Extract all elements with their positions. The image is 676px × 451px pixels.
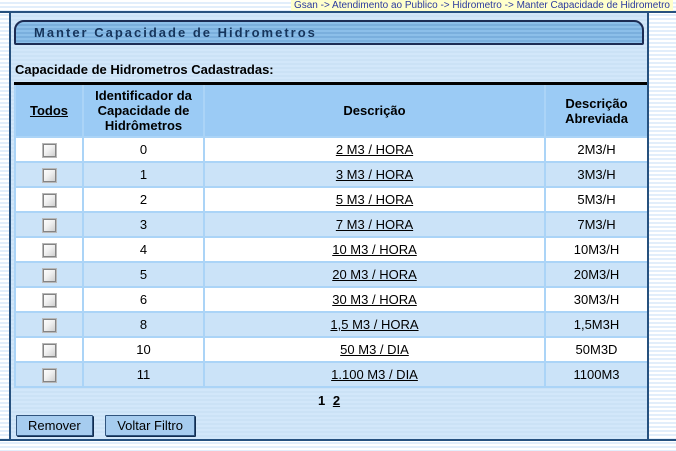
table-row: 0 2 M3 / HORA 2M3/H [14,136,647,163]
table-row: 10 50 M3 / DIA 50M3D [14,336,647,363]
row-checkbox[interactable] [41,218,57,234]
capacity-table: Todos Identificador da Capacidade de Hid… [14,82,647,388]
cell-abrev: 1100M3 [544,361,647,388]
cell-desc: 10 M3 / HORA [203,236,546,263]
pagination-page-2-link[interactable]: 2 [332,393,341,408]
row-checkbox[interactable] [41,343,57,359]
cell-id: 0 [82,136,205,163]
top-divider [0,11,676,13]
row-checkbox[interactable] [41,268,57,284]
cell-id: 10 [82,336,205,363]
cell-checkbox [14,236,84,263]
cell-id: 5 [82,261,205,288]
desc-link[interactable]: 50 M3 / DIA [340,342,409,357]
pagination: 1 2 [13,393,645,408]
desc-link[interactable]: 1.100 M3 / DIA [331,367,418,382]
cell-desc: 20 M3 / HORA [203,261,546,288]
cell-desc: 7 M3 / HORA [203,211,546,238]
cell-abrev: 10M3/H [544,236,647,263]
row-checkbox[interactable] [41,318,57,334]
header-description: Descrição [203,82,546,138]
cell-desc: 2 M3 / HORA [203,136,546,163]
desc-link[interactable]: 30 M3 / HORA [332,292,417,307]
table-row: 1 3 M3 / HORA 3M3/H [14,161,647,188]
row-checkbox[interactable] [41,368,57,384]
cell-checkbox [14,286,84,313]
cell-id: 4 [82,236,205,263]
row-checkbox[interactable] [41,168,57,184]
cell-id: 3 [82,211,205,238]
cell-abrev: 7M3/H [544,211,647,238]
row-checkbox[interactable] [41,293,57,309]
cell-id: 11 [82,361,205,388]
page-title: Manter Capacidade de Hidrometros [14,20,644,45]
row-checkbox[interactable] [41,143,57,159]
cell-abrev: 2M3/H [544,136,647,163]
table-row: 8 1,5 M3 / HORA 1,5M3H [14,311,647,338]
content-panel: Manter Capacidade de Hidrometros Capacid… [9,13,649,439]
section-label: Capacidade de Hidrometros Cadastradas: [15,62,274,77]
desc-link[interactable]: 1,5 M3 / HORA [330,317,419,332]
desc-link[interactable]: 10 M3 / HORA [332,242,417,257]
cell-desc: 3 M3 / HORA [203,161,546,188]
cell-desc: 30 M3 / HORA [203,286,546,313]
desc-link[interactable]: 3 M3 / HORA [335,167,414,182]
cell-abrev: 1,5M3H [544,311,647,338]
table-row: 6 30 M3 / HORA 30M3/H [14,286,647,313]
cell-abrev: 5M3/H [544,186,647,213]
cell-abrev: 3M3/H [544,161,647,188]
table-row: 3 7 M3 / HORA 7M3/H [14,211,647,238]
header-identifier: Identificador da Capacidade de Hidrômetr… [82,82,205,138]
action-buttons: Remover Voltar Filtro [16,415,645,436]
table-header: Todos Identificador da Capacidade de Hid… [14,82,647,138]
header-todos: Todos [14,82,84,138]
cell-id: 6 [82,286,205,313]
cell-abrev: 50M3D [544,336,647,363]
table-row: 4 10 M3 / HORA 10M3/H [14,236,647,263]
cell-checkbox [14,261,84,288]
cell-desc: 50 M3 / DIA [203,336,546,363]
cell-id: 1 [82,161,205,188]
cell-id: 8 [82,311,205,338]
desc-link[interactable]: 2 M3 / HORA [335,142,414,157]
breadcrumb: Gsan -> Atendimento ao Publico -> Hidrom… [290,0,673,11]
table-row: 5 20 M3 / HORA 20M3/H [14,261,647,288]
cell-id: 2 [82,186,205,213]
desc-link[interactable]: 7 M3 / HORA [335,217,414,232]
row-checkbox[interactable] [41,243,57,259]
cell-checkbox [14,211,84,238]
table-header-row: Todos Identificador da Capacidade de Hid… [14,82,647,138]
cell-checkbox [14,361,84,388]
table-body: 0 2 M3 / HORA 2M3/H 1 3 M3 / HORA 3M3/H … [14,136,647,388]
select-all-link[interactable]: Todos [29,103,69,118]
cell-checkbox [14,136,84,163]
cell-abrev: 30M3/H [544,286,647,313]
cell-desc: 1.100 M3 / DIA [203,361,546,388]
pagination-current: 1 [317,393,326,408]
top-strip: Gsan -> Atendimento ao Publico -> Hidrom… [0,0,676,11]
table-row: 11 1.100 M3 / DIA 1100M3 [14,361,647,388]
cell-abrev: 20M3/H [544,261,647,288]
cell-checkbox [14,186,84,213]
cell-checkbox [14,336,84,363]
remove-button[interactable]: Remover [16,415,93,436]
cell-checkbox [14,161,84,188]
header-abbreviation: Descrição Abreviada [544,82,647,138]
bottom-divider [0,439,676,441]
cell-desc: 1,5 M3 / HORA [203,311,546,338]
cell-desc: 5 M3 / HORA [203,186,546,213]
table-row: 2 5 M3 / HORA 5M3/H [14,186,647,213]
desc-link[interactable]: 5 M3 / HORA [335,192,414,207]
back-filter-button[interactable]: Voltar Filtro [105,415,195,436]
desc-link[interactable]: 20 M3 / HORA [332,267,417,282]
row-checkbox[interactable] [41,193,57,209]
cell-checkbox [14,311,84,338]
